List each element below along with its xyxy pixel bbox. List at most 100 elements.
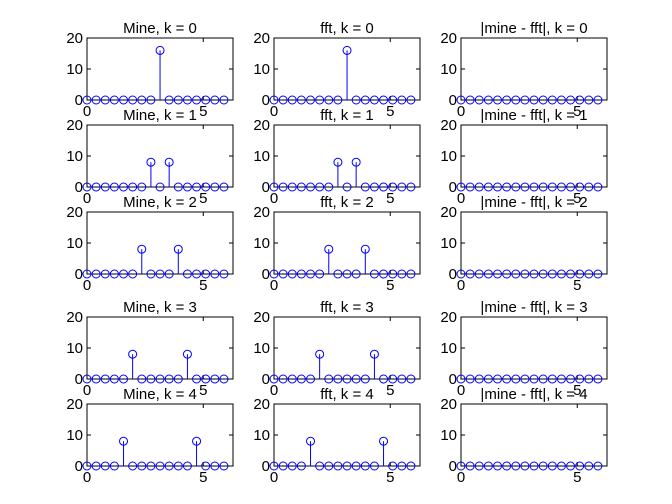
stem-marker bbox=[388, 461, 398, 471]
stem-marker bbox=[137, 461, 147, 471]
y-tick-label: 0 bbox=[449, 371, 457, 388]
stem-marker bbox=[296, 374, 306, 384]
stem-marker bbox=[547, 374, 557, 384]
stem-marker bbox=[566, 374, 576, 384]
stem-marker bbox=[493, 95, 503, 105]
stem-marker bbox=[201, 95, 211, 105]
y-tick-label: 10 bbox=[440, 61, 457, 78]
stem-marker bbox=[379, 95, 389, 105]
axes-frame bbox=[273, 403, 421, 467]
stem-marker bbox=[575, 461, 585, 471]
stem-marker bbox=[465, 374, 475, 384]
stem-marker bbox=[137, 182, 147, 192]
y-tick-label: 0 bbox=[262, 371, 270, 388]
stem-marker bbox=[511, 95, 521, 105]
stem-marker bbox=[593, 374, 603, 384]
stem-marker bbox=[456, 95, 466, 105]
stem-marker bbox=[269, 461, 279, 471]
subplot-4-2: 0 10 20 0 5 |mine - fft|, k = 4 bbox=[440, 386, 608, 486]
subplot-title: Mine, k = 2 bbox=[123, 194, 197, 211]
stem-marker bbox=[192, 269, 202, 279]
stem-marker bbox=[219, 95, 229, 105]
y-tick-label: 20 bbox=[66, 204, 83, 221]
y-tick-label: 0 bbox=[262, 179, 270, 196]
axes-frame bbox=[460, 211, 608, 275]
stem-marker bbox=[456, 374, 466, 384]
stem-marker bbox=[109, 269, 119, 279]
stem-marker bbox=[538, 374, 548, 384]
stem-marker bbox=[100, 461, 110, 471]
stem-marker bbox=[538, 182, 548, 192]
stem-marker bbox=[465, 461, 475, 471]
stem-marker bbox=[351, 374, 361, 384]
y-tick-label: 20 bbox=[440, 30, 457, 47]
stem-marker bbox=[173, 244, 183, 254]
x-tick-label: 5 bbox=[199, 103, 207, 120]
subplot-title: fft, k = 3 bbox=[320, 299, 374, 316]
stem-marker bbox=[287, 374, 297, 384]
y-tick-label: 10 bbox=[66, 148, 83, 165]
stem-marker bbox=[333, 269, 343, 279]
x-tick-label: 0 bbox=[457, 469, 465, 486]
stem-marker bbox=[109, 95, 119, 105]
stem-marker bbox=[192, 95, 202, 105]
x-tick-label: 0 bbox=[270, 103, 278, 120]
stem-marker bbox=[155, 182, 165, 192]
stem-marker bbox=[192, 374, 202, 384]
y-tick-label: 0 bbox=[75, 266, 83, 283]
stem-marker bbox=[128, 269, 138, 279]
stem-marker bbox=[397, 374, 407, 384]
stem-marker bbox=[82, 269, 92, 279]
stem-marker bbox=[119, 182, 129, 192]
stem-marker bbox=[91, 95, 101, 105]
subplot-2-1: 0 10 20 0 5 fft, k = 2 bbox=[253, 194, 421, 294]
subplot-title: fft, k = 2 bbox=[320, 194, 374, 211]
stem-marker bbox=[388, 182, 398, 192]
subplot-title: |mine - fft|, k = 1 bbox=[480, 107, 587, 124]
subplot-3-0: 0 10 20 0 5 Mine, k = 3 bbox=[66, 299, 234, 399]
stem-marker bbox=[406, 374, 416, 384]
stem-marker bbox=[520, 182, 530, 192]
stem-marker bbox=[119, 374, 129, 384]
stem-marker bbox=[91, 269, 101, 279]
stem-marker bbox=[287, 461, 297, 471]
y-tick-label: 20 bbox=[253, 117, 270, 134]
stem-marker bbox=[575, 374, 585, 384]
subplot-3-2: 0 10 20 0 5 |mine - fft|, k = 3 bbox=[440, 299, 608, 399]
stem-marker bbox=[333, 95, 343, 105]
stem-marker bbox=[397, 461, 407, 471]
subplot-title: fft, k = 1 bbox=[320, 107, 374, 124]
axes-frame bbox=[460, 316, 608, 380]
stem-marker bbox=[324, 374, 334, 384]
stem-marker bbox=[456, 269, 466, 279]
subplot-title: |mine - fft|, k = 4 bbox=[480, 386, 587, 403]
subplot-0-1: 0 10 20 0 5 fft, k = 0 bbox=[253, 20, 421, 120]
subplot-title: Mine, k = 4 bbox=[123, 386, 197, 403]
y-tick-label: 20 bbox=[66, 30, 83, 47]
stem-marker bbox=[137, 374, 147, 384]
stem-marker bbox=[593, 269, 603, 279]
subplot-0-0: 0 10 20 0 5 Mine, k = 0 bbox=[66, 20, 234, 120]
y-tick-label: 10 bbox=[440, 427, 457, 444]
stem-marker bbox=[584, 182, 594, 192]
stem-marker bbox=[493, 374, 503, 384]
stem-marker bbox=[547, 269, 557, 279]
stem-marker bbox=[146, 374, 156, 384]
stem-marker bbox=[119, 95, 129, 105]
stem-marker bbox=[278, 374, 288, 384]
x-tick-label: 0 bbox=[457, 190, 465, 207]
stem-marker bbox=[511, 182, 521, 192]
stem-marker bbox=[100, 269, 110, 279]
y-tick-label: 10 bbox=[66, 427, 83, 444]
stem-marker bbox=[529, 374, 539, 384]
stem-marker bbox=[406, 95, 416, 105]
stem-marker bbox=[474, 269, 484, 279]
stem-marker bbox=[465, 182, 475, 192]
y-tick-label: 0 bbox=[449, 92, 457, 109]
y-tick-label: 0 bbox=[75, 458, 83, 475]
stem-marker bbox=[369, 269, 379, 279]
stem-marker bbox=[182, 269, 192, 279]
stem-marker bbox=[296, 269, 306, 279]
stem-marker bbox=[593, 461, 603, 471]
